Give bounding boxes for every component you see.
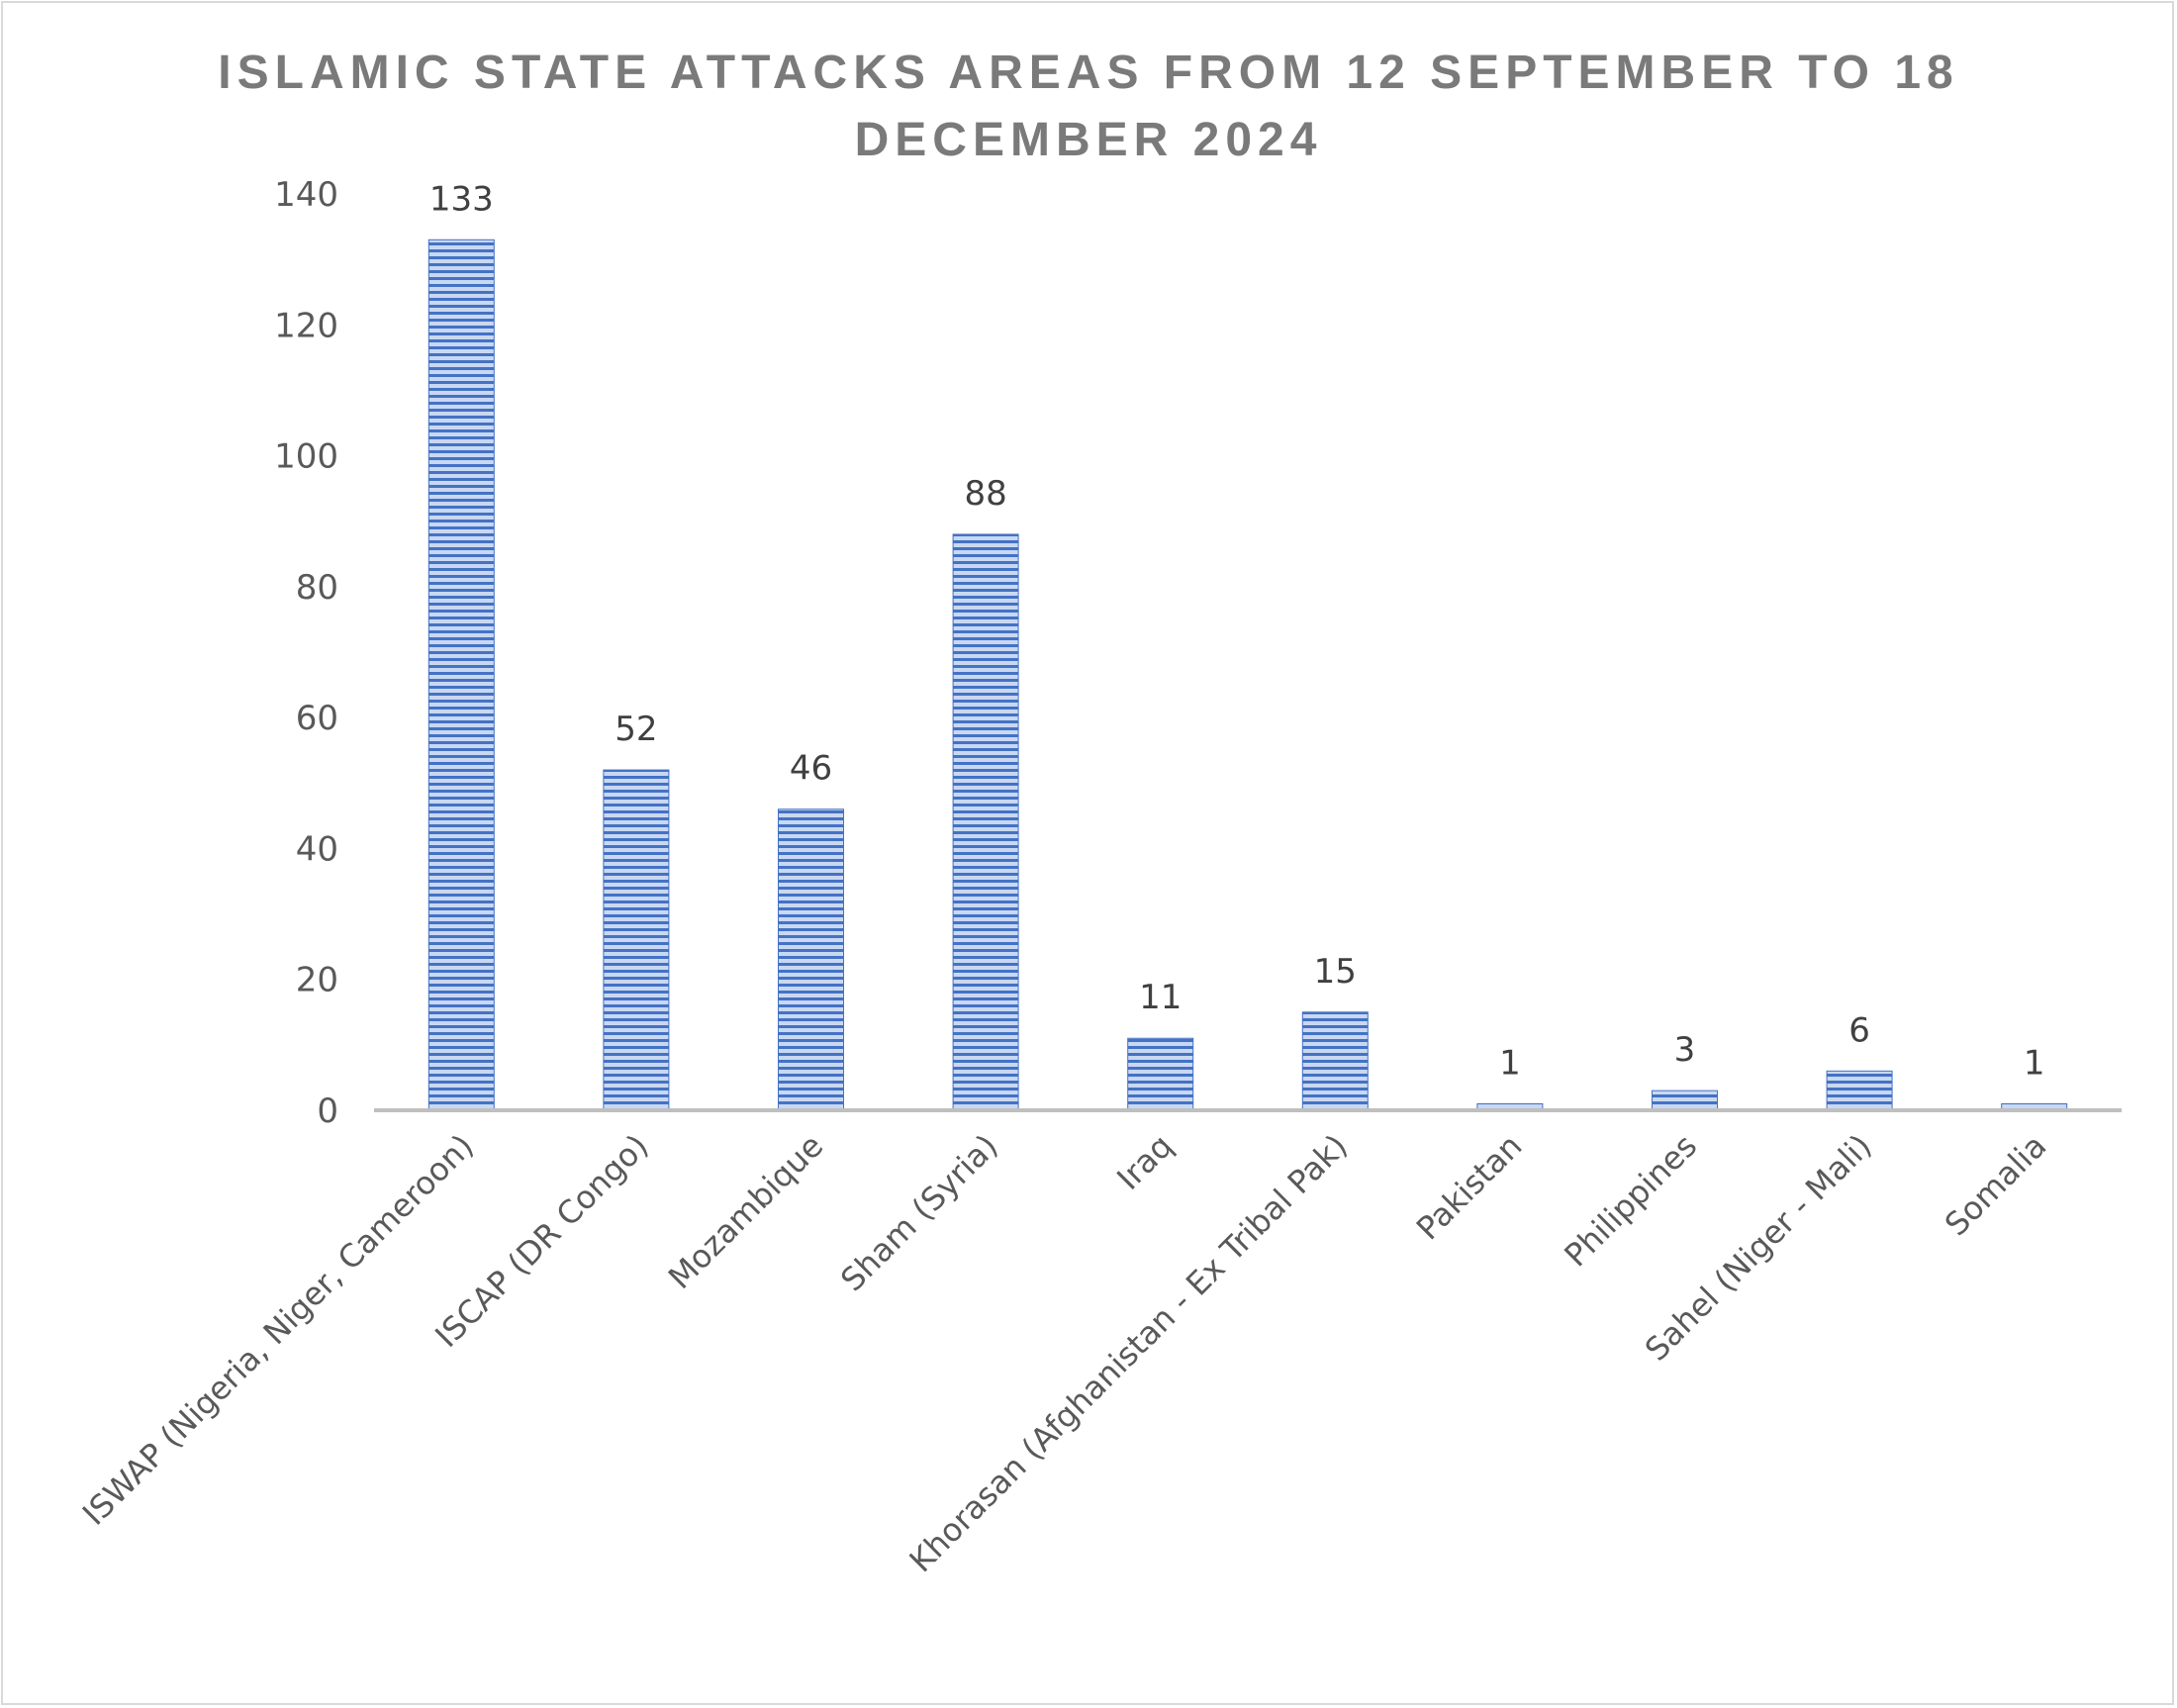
y-tick-label: 20 <box>296 961 338 1000</box>
x-tick-label: ISWAP (Nigeria, Niger, Cameroon) <box>75 1127 481 1533</box>
data-label: 6 <box>1848 1010 1870 1050</box>
bar <box>427 238 495 1111</box>
bar <box>1127 1037 1194 1111</box>
data-label: 1 <box>1499 1043 1521 1083</box>
data-label: 52 <box>615 710 657 749</box>
x-tick-label: Mozambique <box>661 1127 830 1296</box>
y-axis-ticks: 0 20 40 60 80 100 120 140 <box>274 175 338 1131</box>
x-tick-label: Khorasan (Afghanistan - Ex Tribal Pak) <box>902 1127 1355 1579</box>
y-tick-label: 100 <box>274 437 338 477</box>
bar <box>603 769 670 1111</box>
y-tick-label: 40 <box>296 829 338 869</box>
data-labels: 133 52 46 88 11 15 1 3 6 1 <box>429 179 2045 1083</box>
data-label: 3 <box>1674 1030 1696 1070</box>
y-tick-label: 0 <box>317 1091 338 1131</box>
x-tick-label: Pakistan <box>1409 1127 1530 1248</box>
x-axis-category-labels: ISWAP (Nigeria, Niger, Cameroon)ISCAP (D… <box>75 1127 2053 1579</box>
x-tick-label: Philippines <box>1557 1127 1704 1275</box>
x-tick-label: Iraq <box>1109 1127 1180 1197</box>
bar <box>778 808 844 1111</box>
x-tick-label: Somalia <box>1938 1127 2053 1243</box>
bar <box>1652 1090 1718 1111</box>
bars <box>427 238 2068 1111</box>
chart-title: ISLAMIC STATE ATTACKS AREAS FROM 12 SEPT… <box>218 47 1959 166</box>
x-tick-label: Sham (Syria) <box>833 1127 1005 1299</box>
data-label: 11 <box>1139 978 1182 1017</box>
y-tick-label: 60 <box>296 699 338 738</box>
data-label: 46 <box>790 749 832 789</box>
bar <box>1826 1070 1893 1111</box>
data-label: 1 <box>2024 1043 2045 1083</box>
data-label: 88 <box>964 474 1006 514</box>
data-label: 133 <box>429 179 494 219</box>
y-tick-label: 140 <box>274 175 338 215</box>
y-tick-label: 80 <box>296 568 338 608</box>
bar <box>1301 1011 1369 1111</box>
y-tick-label: 120 <box>274 306 338 345</box>
bar <box>952 533 1019 1111</box>
data-label: 15 <box>1314 952 1357 992</box>
